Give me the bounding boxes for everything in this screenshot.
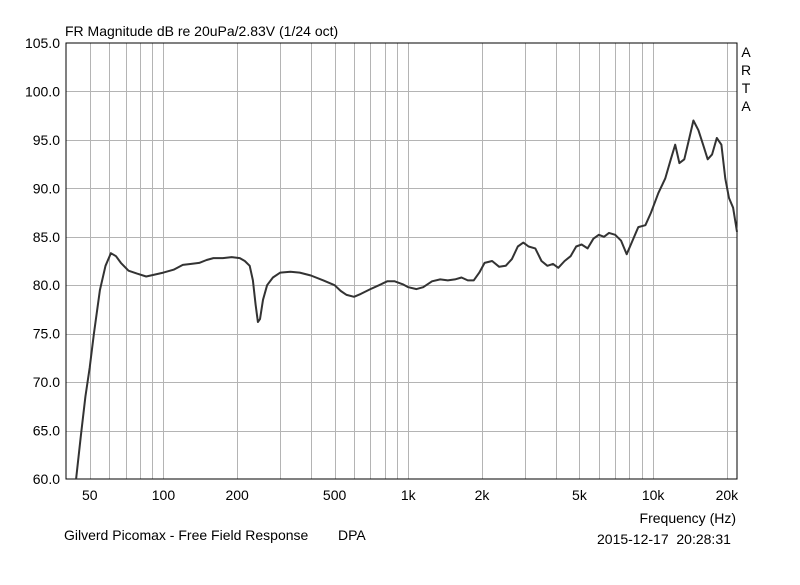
brand-letter: A [741,98,751,114]
y-tick-label: 85.0 [33,229,60,245]
x-tick-label: 10k [642,487,666,503]
brand-letter: R [741,62,751,78]
chart-title: FR Magnitude dB re 20uPa/2.83V (1/24 oct… [65,23,338,39]
x-tick-label: 100 [152,487,176,503]
brand-letter: T [742,80,751,96]
y-tick-label: 95.0 [33,132,60,148]
y-tick-label: 90.0 [33,180,60,196]
x-tick-label: 200 [225,487,249,503]
grid-lines [66,43,737,479]
x-tick-label: 1k [401,487,417,503]
x-axis-label: Frequency (Hz) [640,510,736,526]
plot-frame [65,42,738,480]
measurement-title: Gilverd Picomax - Free Field Response [64,527,309,543]
x-tick-label: 5k [572,487,588,503]
y-tick-label: 105.0 [25,35,60,51]
x-tick-label: 500 [323,487,347,503]
y-tick-label: 100.0 [25,83,60,99]
x-axis-tick-labels: 50 100 200 500 1k 2k 5k 10k 20k [82,487,739,503]
y-tick-label: 75.0 [33,326,60,342]
y-tick-label: 60.0 [33,471,60,487]
timestamp: 2015-12-17 20:28:31 [597,531,731,547]
x-tick-label: 20k [716,487,740,503]
measurement-note: DPA [338,527,366,543]
x-tick-label: 2k [475,487,491,503]
series-line [75,119,738,480]
brand-letter: A [741,44,751,60]
y-tick-label: 70.0 [33,374,60,390]
y-tick-label: 80.0 [33,277,60,293]
y-tick-label: 65.0 [33,423,60,439]
x-tick-label: 50 [82,487,98,503]
y-axis-tick-labels: 105.0 100.0 95.0 90.0 85.0 80.0 75.0 70.0 65.0 60… [25,35,60,487]
